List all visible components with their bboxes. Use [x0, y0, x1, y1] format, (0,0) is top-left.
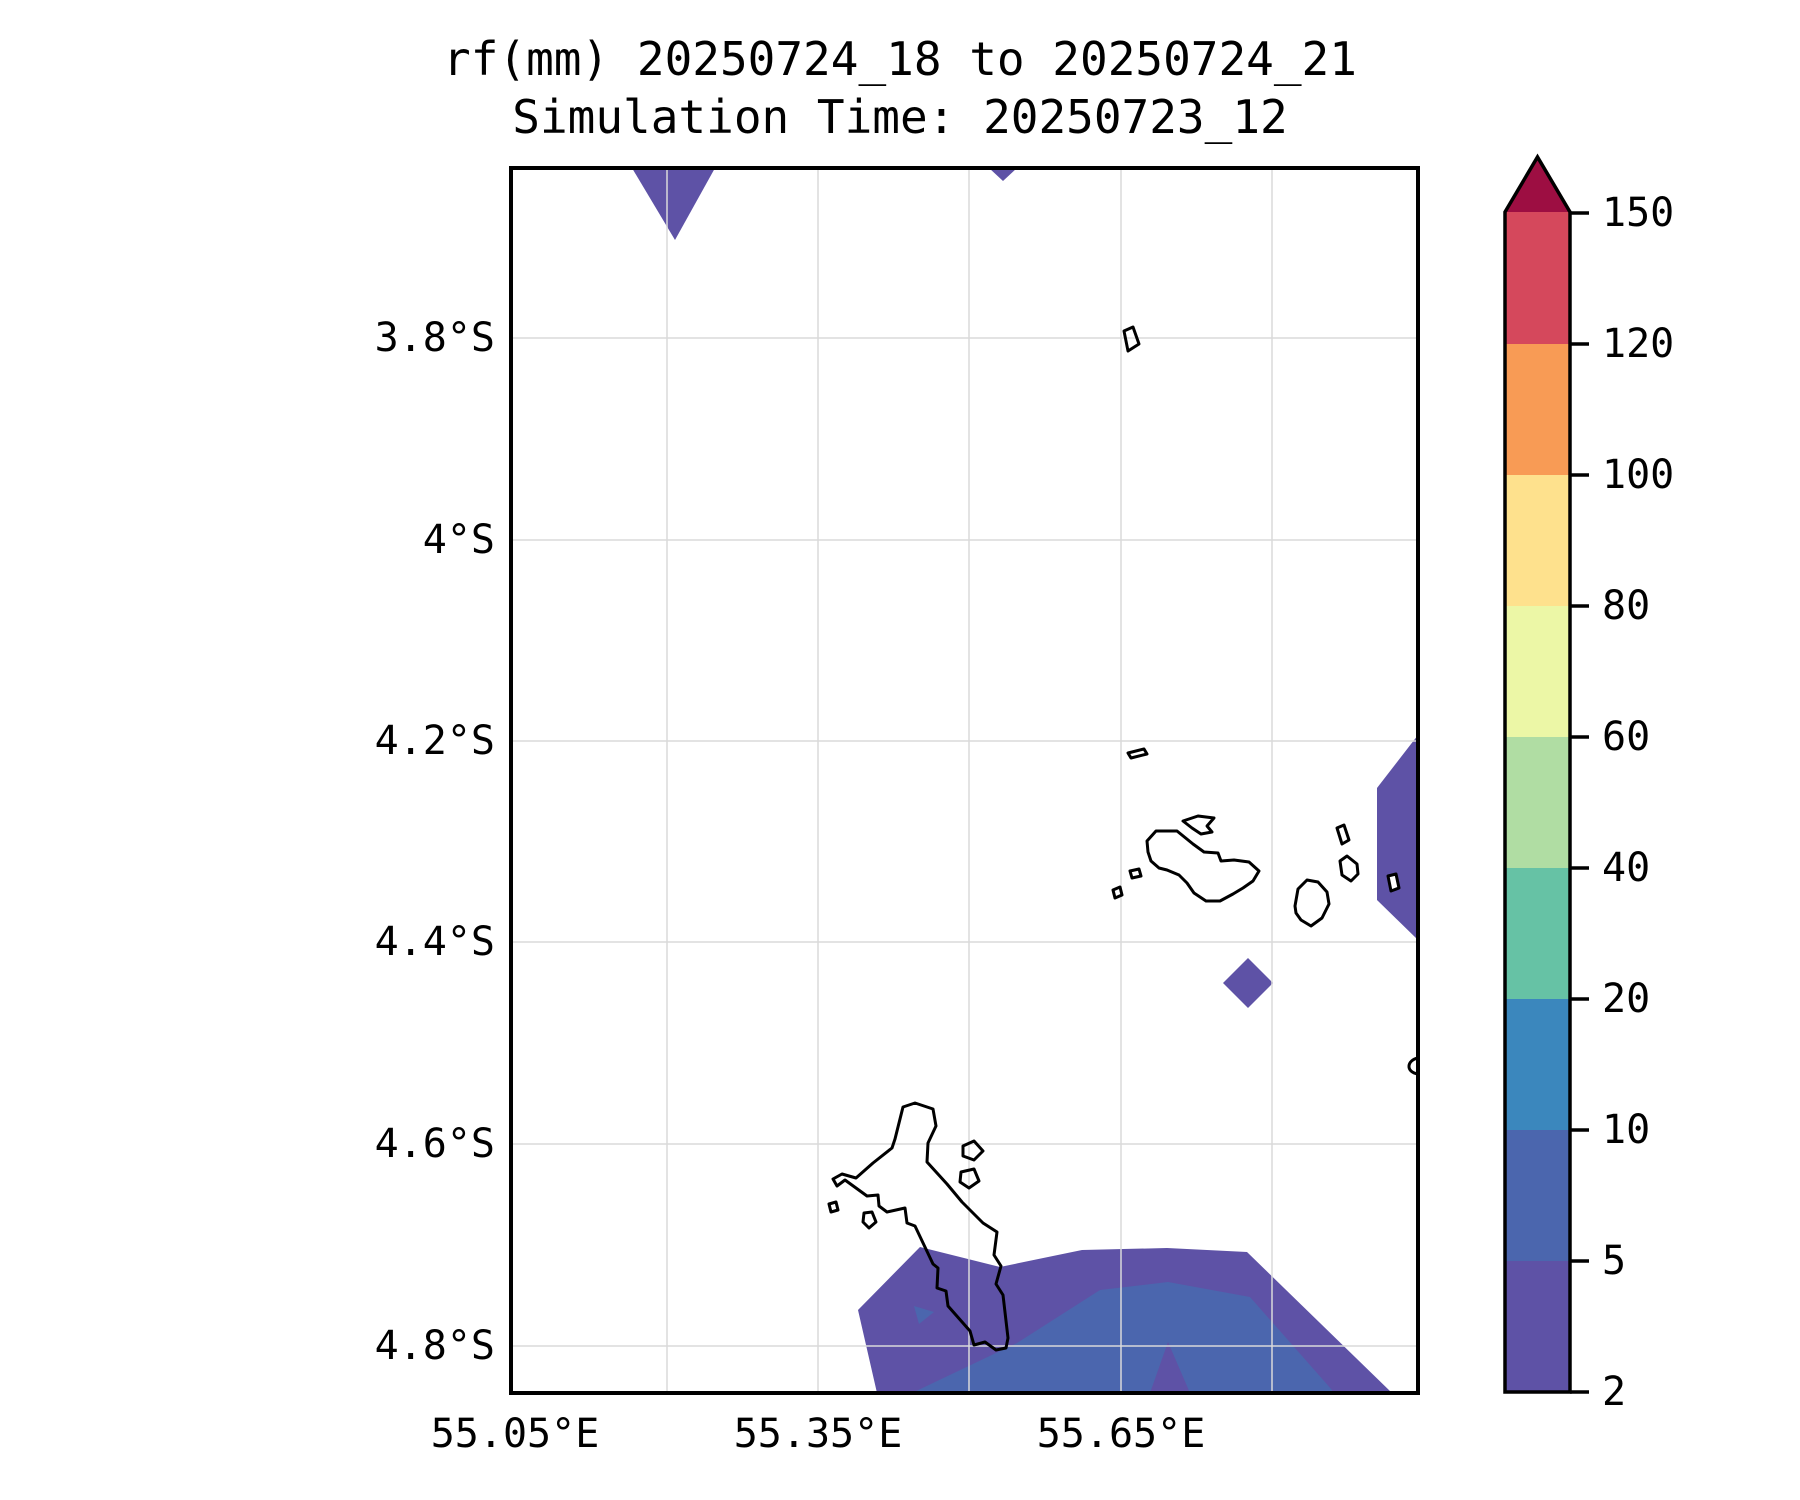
map-frame — [509, 166, 1420, 1395]
islet-west-of-praslin — [1111, 885, 1124, 900]
lon-tick-label: 55.35°E — [733, 1411, 903, 1457]
island-felicite — [1338, 854, 1360, 883]
colorbar-tick-label: 20 — [1602, 976, 1651, 1022]
island-praslin — [1145, 829, 1261, 903]
islet-north-of-felicite — [1335, 823, 1351, 846]
figure-subtitle: Simulation Time: 20250723_12 — [512, 90, 1288, 144]
islet-west-of-mahe — [861, 1210, 878, 1230]
colorbar-tick-label: 80 — [1602, 583, 1651, 629]
rain-diamond-cell — [1223, 958, 1273, 1008]
island-curieuse — [1181, 814, 1216, 836]
islet-right-edge — [1407, 1056, 1419, 1076]
figure-title: rf(mm) 20250724_18 to 20250724_21 — [443, 32, 1357, 86]
lat-tick-label: 4.8°S — [374, 1323, 495, 1369]
lat-tick-label: 4°S — [422, 517, 495, 563]
lat-tick-label: 4.6°S — [374, 1121, 495, 1167]
colorbar — [1503, 153, 1589, 1394]
colorbar-over-arrow — [1505, 157, 1570, 212]
colorbar-tick-label: 60 — [1602, 714, 1651, 760]
colorbar-ticks — [1570, 211, 1589, 1394]
colorbar-tick-label: 10 — [1602, 1107, 1651, 1153]
lon-tick-label: 55.65°E — [1036, 1411, 1206, 1457]
graticule — [511, 168, 1418, 1393]
islet-north-of-praslin — [1126, 747, 1149, 760]
islet-west-of-praslin — [1128, 867, 1143, 880]
lat-tick-label: 4.2°S — [374, 718, 495, 764]
island-marianne — [1386, 872, 1401, 893]
island-la-digue — [1293, 878, 1331, 928]
rain-wedge-top-center — [989, 168, 1017, 181]
rain-contours-2-5mm — [632, 168, 1418, 1393]
colorbar-tick-label: 40 — [1602, 845, 1651, 891]
islet-ste-anne — [961, 1139, 985, 1162]
colorbar-segments — [1505, 212, 1570, 1392]
island-aride — [1122, 325, 1141, 353]
colorbar-tick-label: 120 — [1602, 321, 1675, 367]
rain-band-right-edge — [1377, 735, 1418, 940]
islet-ste-anne — [958, 1167, 981, 1190]
lat-tick-label: 4.4°S — [374, 919, 495, 965]
lon-tick-label: 55.05°E — [430, 1411, 600, 1457]
island-silhouette — [831, 1101, 1010, 1352]
islet-west-of-mahe — [827, 1200, 840, 1214]
rain-wedge-top-left — [632, 168, 715, 240]
colorbar-tick-label: 100 — [1602, 452, 1675, 498]
lat-tick-label: 3.8°S — [374, 315, 495, 361]
colorbar-tick-label: 2 — [1602, 1369, 1627, 1415]
coastlines — [827, 325, 1419, 1352]
colorbar-outline — [1503, 153, 1572, 1394]
colorbar-tick-label: 150 — [1602, 190, 1675, 236]
colorbar-tick-label: 5 — [1602, 1238, 1627, 1284]
rain-patch-small — [914, 1306, 934, 1324]
